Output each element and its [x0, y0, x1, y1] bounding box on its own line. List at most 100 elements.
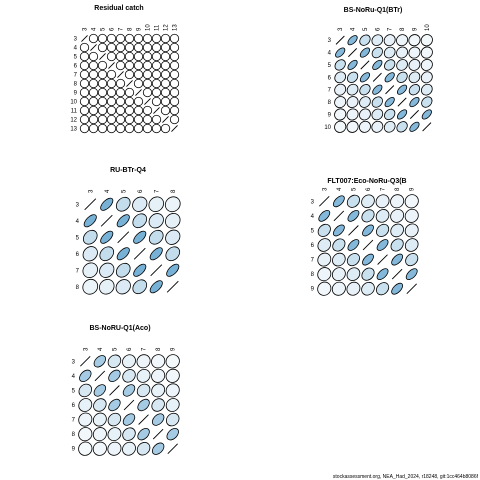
panel-bs-noru-q1-btr: BS-NoRu-Q1(BTr) 3 4 5 6 7 8 9 10 3 4 5 6 7 8 9 10 — [324, 7, 433, 133]
correlation-ellipse — [132, 196, 148, 212]
diagonal-line — [80, 356, 91, 367]
tick-label-top: 9 — [137, 27, 143, 31]
tick-label-top: 4 — [351, 27, 357, 31]
tick-label-left: 4 — [74, 46, 78, 52]
tick-label-left: 6 — [72, 403, 76, 409]
correlation-ellipse — [107, 412, 122, 427]
diagonal-line — [135, 89, 142, 96]
tick-label-top: 5 — [112, 347, 118, 351]
panel-title: Residual catch — [94, 5, 143, 12]
diagonal-line — [372, 72, 382, 82]
correlation-ellipse — [82, 278, 99, 295]
correlation-ellipse — [116, 247, 130, 261]
correlation-ellipse — [317, 238, 332, 252]
correlation-ellipse — [78, 383, 93, 398]
correlation-ellipse — [106, 123, 117, 134]
tick-label-top: 9 — [410, 187, 416, 191]
tick-label-left: 7 — [74, 73, 78, 79]
correlation-ellipse — [124, 114, 135, 125]
correlation-ellipse — [347, 239, 360, 251]
correlation-ellipse — [169, 51, 180, 62]
correlation-ellipse — [408, 46, 421, 59]
correlation-ellipse — [78, 441, 93, 456]
correlation-ellipse — [99, 246, 115, 262]
tick-label-top: 13 — [173, 24, 179, 31]
tick-label-top: 11 — [155, 24, 161, 31]
correlation-ellipse — [362, 253, 374, 266]
correlation-ellipse — [88, 123, 99, 134]
correlation-ellipse — [390, 194, 405, 209]
correlation-ellipse — [420, 58, 433, 71]
correlation-ellipse — [361, 194, 375, 209]
correlation-ellipse — [93, 398, 107, 412]
correlation-ellipse — [421, 96, 433, 108]
correlation-ellipse — [151, 442, 165, 455]
correlation-ellipse — [136, 368, 151, 383]
correlation-ellipse — [78, 412, 93, 427]
correlation-ellipse — [122, 413, 136, 426]
correlation-ellipse — [347, 209, 360, 222]
correlation-ellipse — [347, 35, 358, 46]
correlation-ellipse — [78, 427, 93, 442]
tick-label-top: 10 — [425, 24, 431, 31]
correlation-ellipse — [79, 78, 90, 89]
correlation-ellipse — [115, 42, 126, 53]
diagonal-line — [84, 198, 97, 211]
panel-flt007-eco-noru-q3: FLT007:Eco-NoRu-Q3(B 3 4 5 6 7 8 9 3 4 5 6 7 8 9 — [311, 178, 419, 296]
tick-label-top: 9 — [171, 347, 177, 351]
diagonal-line — [397, 97, 407, 107]
tick-label-left: 13 — [70, 127, 77, 133]
correlation-ellipse — [88, 78, 99, 89]
correlation-ellipse — [405, 268, 418, 281]
correlation-ellipse — [372, 59, 383, 71]
tick-label-top: 6 — [375, 27, 381, 31]
correlation-ellipse — [334, 108, 347, 121]
diagonal-line — [108, 62, 115, 69]
correlation-ellipse — [346, 96, 359, 108]
correlation-ellipse — [376, 282, 390, 296]
correlation-ellipse — [383, 46, 396, 59]
correlation-ellipse — [79, 69, 90, 80]
correlation-ellipse — [376, 239, 389, 251]
tick-label-left: 8 — [311, 272, 315, 278]
correlation-ellipse — [359, 47, 371, 58]
correlation-ellipse — [165, 368, 180, 383]
correlation-ellipse — [166, 427, 179, 441]
correlation-ellipse — [151, 354, 166, 369]
diagonal-line — [109, 385, 120, 396]
correlation-ellipse — [142, 51, 153, 62]
tick-label-left: 5 — [328, 63, 332, 69]
diagonal-line — [162, 116, 169, 123]
correlation-ellipse — [151, 42, 162, 53]
tick-label-top: 8 — [128, 27, 134, 31]
correlation-ellipse — [160, 78, 171, 89]
correlation-ellipse — [115, 60, 126, 71]
correlation-ellipse — [133, 230, 147, 244]
correlation-ellipse — [165, 213, 181, 229]
correlation-ellipse — [346, 108, 359, 121]
tick-label-top: 3 — [83, 27, 89, 31]
correlation-ellipse — [362, 224, 374, 237]
correlation-ellipse — [142, 60, 153, 71]
tick-label-top: 3 — [88, 189, 94, 193]
correlation-ellipse — [151, 87, 162, 98]
diagonal-line — [385, 85, 395, 95]
tick-label-left: 12 — [70, 118, 77, 124]
correlation-ellipse — [421, 109, 432, 120]
correlation-ellipse — [371, 108, 384, 121]
correlation-ellipse — [332, 224, 345, 237]
correlation-ellipse — [137, 398, 150, 412]
correlation-ellipse — [124, 96, 135, 107]
diagonal-line — [171, 125, 178, 132]
correlation-ellipse — [420, 83, 433, 96]
tick-label-left: 7 — [311, 258, 315, 264]
correlation-ellipse — [384, 108, 396, 121]
tick-label-left: 6 — [76, 252, 80, 258]
correlation-ellipse — [92, 412, 107, 427]
tick-label-left: 4 — [311, 214, 315, 220]
correlation-ellipse — [332, 252, 346, 267]
tick-label-left: 6 — [311, 243, 315, 249]
correlation-ellipse — [142, 87, 153, 98]
correlation-ellipse — [384, 96, 395, 108]
